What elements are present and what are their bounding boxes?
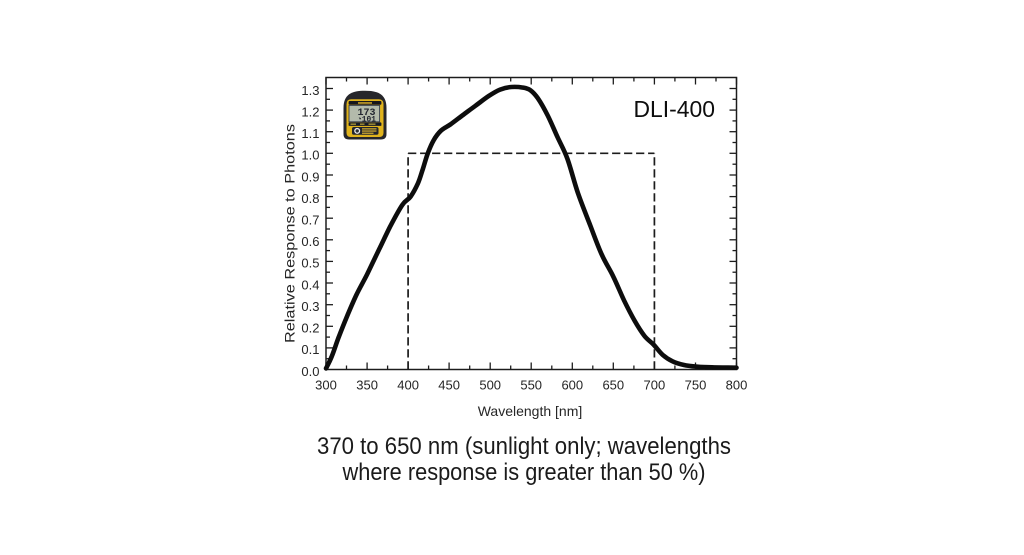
svg-text:650: 650 bbox=[602, 378, 624, 393]
svg-text:0.1: 0.1 bbox=[301, 342, 319, 357]
svg-text:0.5: 0.5 bbox=[301, 256, 319, 271]
svg-text:0.2: 0.2 bbox=[301, 321, 319, 336]
svg-text:400: 400 bbox=[397, 378, 419, 393]
svg-text:700: 700 bbox=[644, 378, 666, 393]
svg-text:0.4: 0.4 bbox=[301, 277, 319, 292]
svg-text:0.7: 0.7 bbox=[301, 213, 319, 228]
svg-text:1.0: 1.0 bbox=[301, 148, 319, 163]
svg-text:0.8: 0.8 bbox=[301, 191, 319, 206]
svg-text:where response is greater than: where response is greater than 50 %) bbox=[342, 459, 706, 486]
svg-text:800: 800 bbox=[726, 378, 748, 393]
svg-text:550: 550 bbox=[520, 378, 542, 393]
svg-text:1.1: 1.1 bbox=[301, 126, 319, 141]
svg-text:0.0: 0.0 bbox=[301, 364, 319, 379]
svg-text:◔101: ◔101 bbox=[357, 115, 376, 124]
svg-text:600: 600 bbox=[561, 378, 583, 393]
svg-text:500: 500 bbox=[479, 378, 501, 393]
svg-text:DLI-400: DLI-400 bbox=[634, 96, 716, 122]
svg-text:1.2: 1.2 bbox=[301, 104, 319, 119]
svg-text:Relative Response to Photons: Relative Response to Photons bbox=[283, 124, 298, 343]
svg-text:300: 300 bbox=[315, 378, 337, 393]
svg-text:450: 450 bbox=[438, 378, 460, 393]
svg-text:1.3: 1.3 bbox=[301, 83, 319, 98]
svg-text:350: 350 bbox=[356, 378, 378, 393]
svg-text:0.3: 0.3 bbox=[301, 299, 319, 314]
svg-text:0.9: 0.9 bbox=[301, 169, 319, 184]
svg-text:750: 750 bbox=[685, 378, 707, 393]
svg-text:173: 173 bbox=[358, 107, 376, 119]
svg-text:Wavelength [nm]: Wavelength [nm] bbox=[478, 403, 583, 419]
svg-text:0.6: 0.6 bbox=[301, 234, 319, 249]
svg-text:370 to 650 nm (sunlight only;: 370 to 650 nm (sunlight only; wavelength… bbox=[317, 433, 731, 460]
